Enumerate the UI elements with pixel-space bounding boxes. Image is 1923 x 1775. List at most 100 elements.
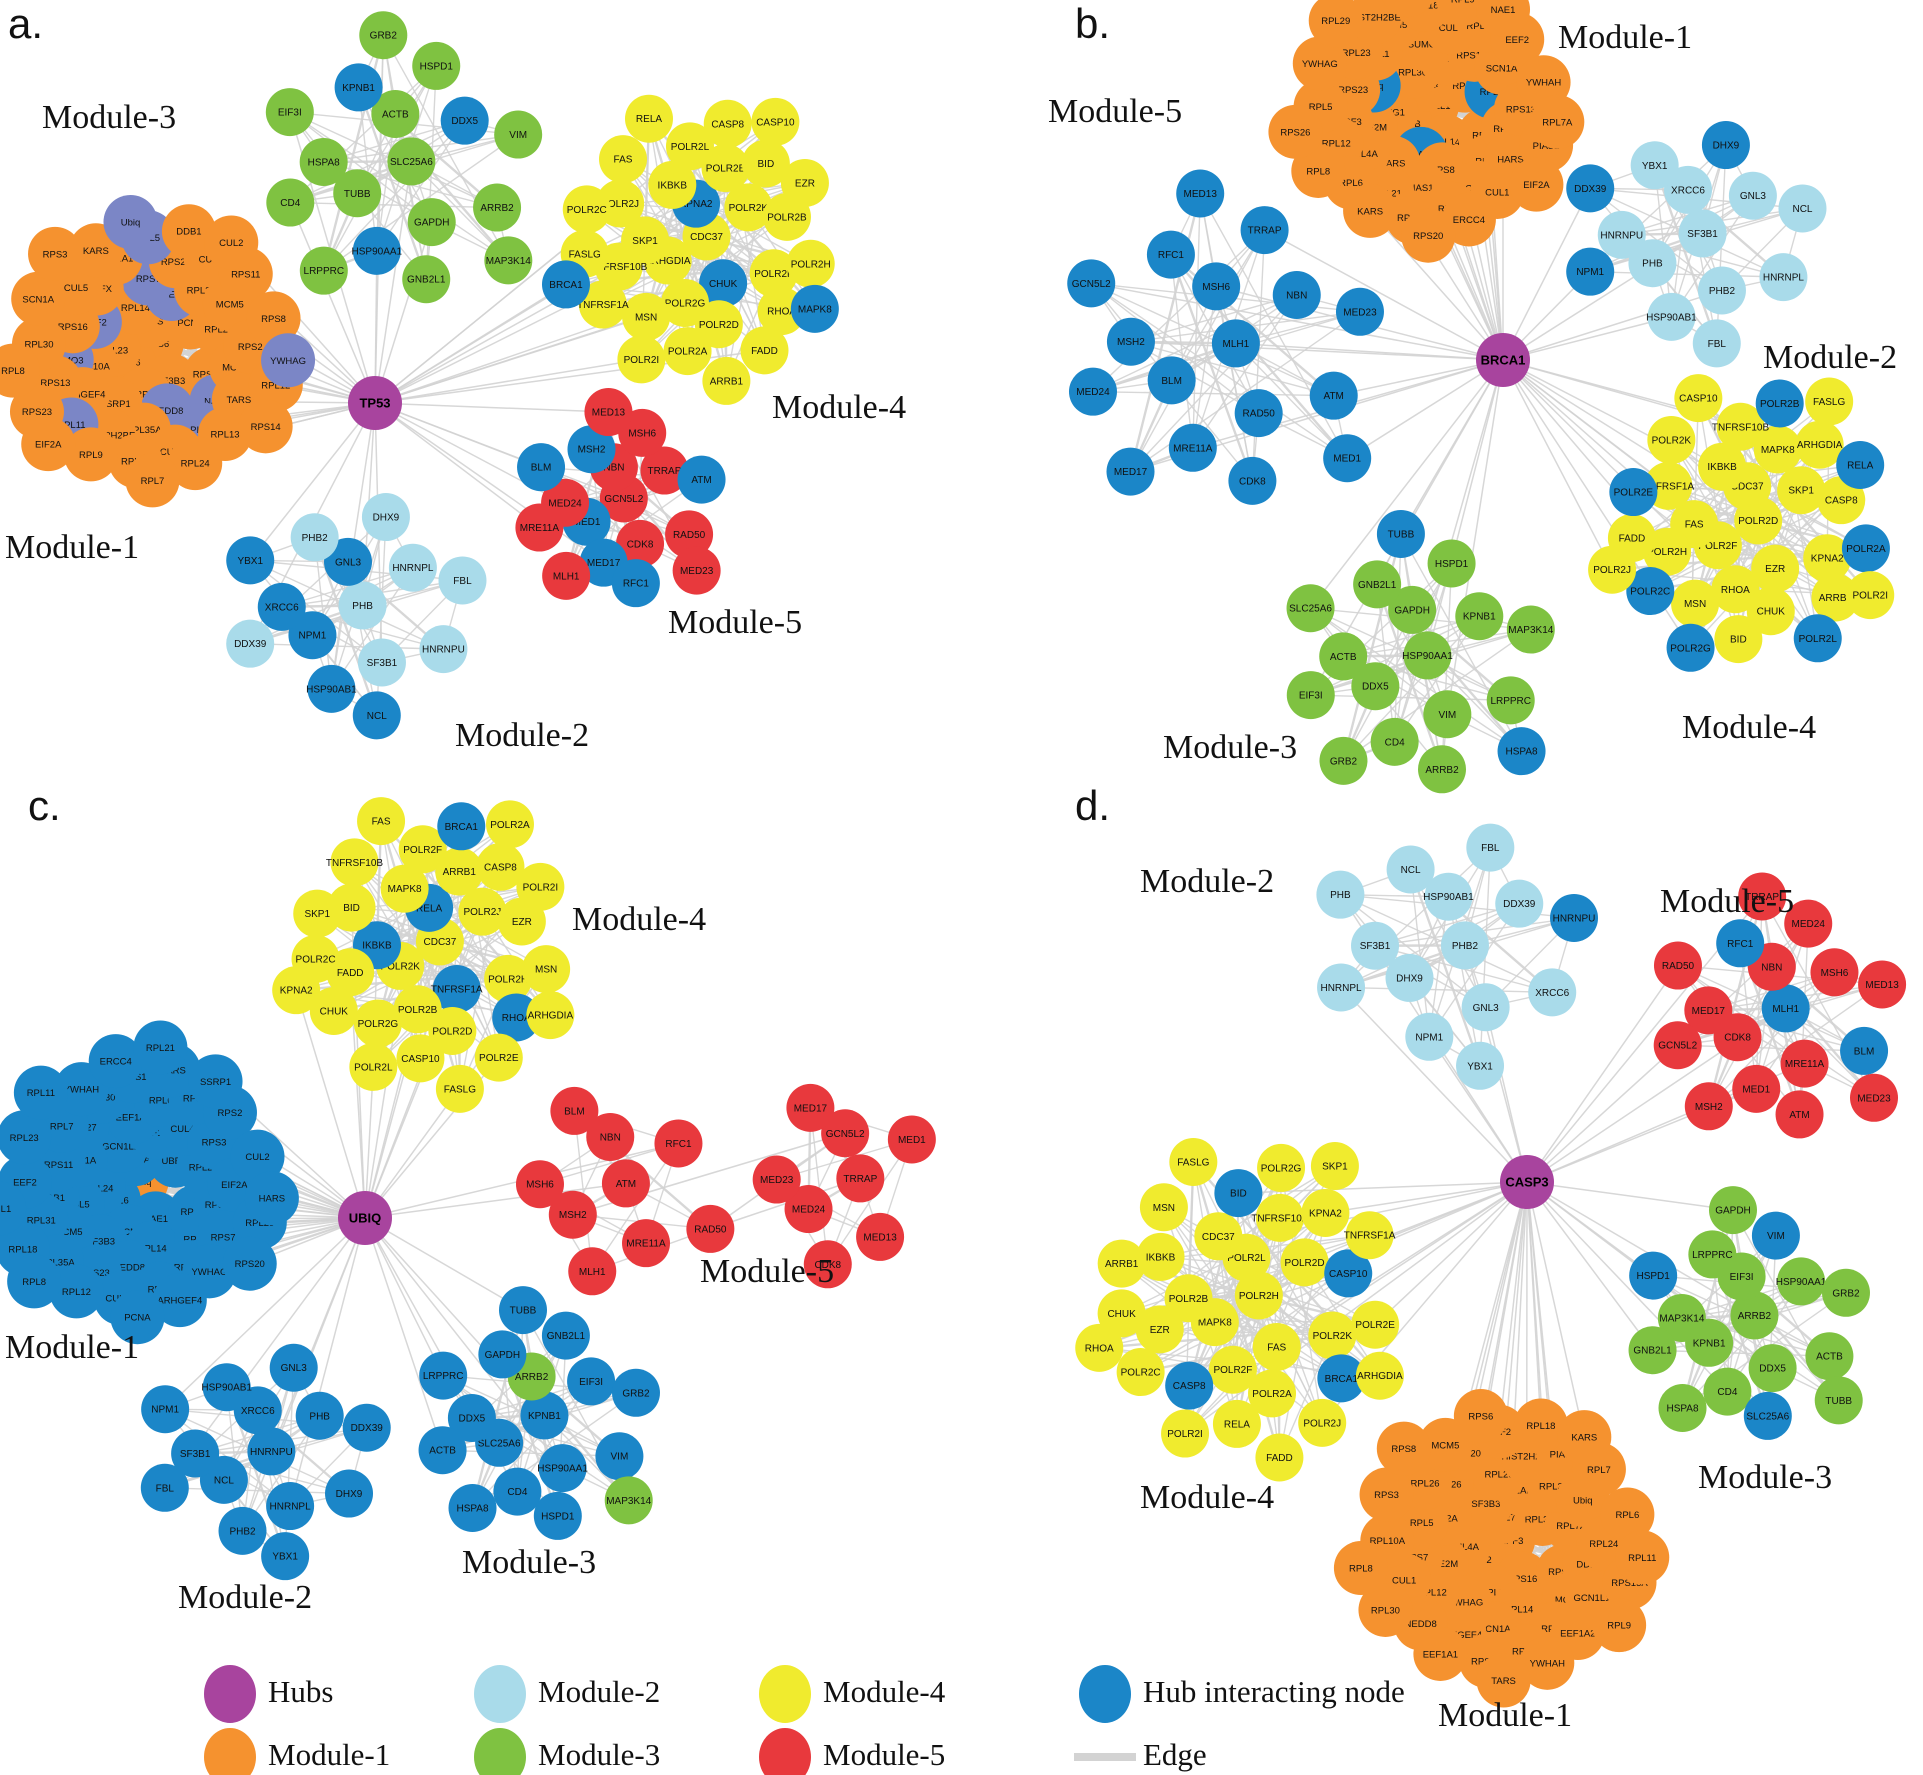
node-label: IKBKB [1146,1252,1176,1263]
node-kpna2: KPNA2 [1301,1188,1350,1237]
node-gapdh: GAPDH [1388,585,1437,634]
node-gapdh: GAPDH [478,1330,527,1379]
node-label: YBX1 [237,556,263,567]
node-ddb1: DDB1 [161,204,216,259]
node-dhx9: DHX9 [361,493,410,542]
node-polr2b: POLR2B [1755,379,1804,428]
node-label: TNFRSF10B [1712,422,1770,433]
node-label: TARS [1381,158,1406,169]
node-label: TRRAP [1248,226,1282,237]
node-label: HSP90AA1 [352,246,403,257]
node-label: RPS2 [218,1108,243,1119]
node-rad50: RAD50 [665,510,714,559]
node-label: POLR2A [1846,544,1886,555]
node-casp10: CASP10 [396,1034,445,1083]
node-label: PHB [352,601,373,612]
node-label: HSP90AB1 [306,684,357,695]
node-tnfrsf1a: TNFRSF1A [1344,1211,1396,1260]
node-mlh1: MLH1 [568,1247,617,1296]
node-label: DDX39 [234,639,267,650]
node-label: NEDD8 [113,1262,145,1273]
node-rps20: RPS20 [1401,208,1456,263]
hub-ubiq: UBIQ [338,1191,392,1245]
hub-brca1: BRCA1 [1476,333,1530,387]
node-nae1: NAE1 [1476,0,1531,37]
node-label: SKP1 [632,236,658,247]
node-label: RPS26 [1280,127,1310,138]
node-label: MED1 [1333,454,1361,465]
node-brca1: BRCA1 [1317,1354,1366,1403]
node-label: DHX9 [336,1489,363,1500]
node-chuk: CHUK [309,986,358,1035]
hubs-label: Hubs [268,1674,334,1709]
node-lrpprc: LRPPRC [419,1351,468,1400]
node-tubb: TUBB [333,169,382,218]
node-label: POLR2G [1261,1163,1302,1174]
node-hnrnpl: HNRNPL [266,1482,315,1531]
node-atm: ATM [677,455,726,504]
node-label: YBX1 [272,1552,298,1563]
node-label: RPL35A [1525,1514,1561,1525]
node-rpl10a: RPL10A [1382,0,1433,18]
node-rela: RELA [624,94,673,143]
node-rps26: RPS26 [1268,104,1323,159]
node-label: RPS16 [1507,1574,1537,1585]
hub-interacting-node-label: Hub interacting node [1143,1674,1405,1709]
node-label: POLR2J [601,199,639,210]
node-rpl9: RPL9 [1592,1598,1647,1653]
node-label: ACTB [1330,652,1357,663]
node-med23: MED23 [672,546,721,595]
node-label: HSP90AB1 [1646,312,1697,323]
node-label: PHB [1642,259,1663,270]
node-label: MED13 [863,1232,897,1243]
node-atm: ATM [1775,1090,1824,1139]
node-label: BID [1730,635,1747,646]
node-label: POLR2K [729,203,769,214]
nodes-panel-2: CDC37 POLR2K RELA TNFRSF1A IKBKB POLR2J POLR2B… [0,797,936,1616]
node-label: POLR2E [1355,1320,1395,1331]
node-label: POLR2J [463,907,501,918]
node-polr2e: POLR2E [701,144,750,193]
node-label: MRE11A [1785,1059,1825,1070]
node-label: FBL [156,1483,175,1494]
node-label: MED24 [548,498,582,509]
node-gnl3: GNL3 [324,537,373,586]
node-label: MED13 [1184,189,1218,200]
node-label: POLR2J [1303,1418,1341,1429]
node-gnl3: GNL3 [269,1343,318,1392]
node-brca1: BRCA1 [541,260,590,309]
node-label: DDX39 [1574,184,1607,195]
node-label: RPL6 [149,1096,173,1107]
node-label: RPL9 [1607,1621,1631,1632]
node-label: POLR2L [354,1062,393,1073]
node-label: MSH2 [1117,337,1145,348]
node-hnrnpu: HNRNPU [1550,893,1599,942]
node-label: RPL35A [126,425,162,436]
node-label: CD4 [507,1487,527,1498]
node-rfc1: RFC1 [611,559,660,608]
node-hspd1: HSPD1 [533,1491,582,1540]
node-faslg: FASLG [1805,377,1854,426]
node-label: RPS8 [261,314,286,325]
node-phb2: PHB2 [1697,266,1746,315]
node-polr2g: POLR2G [1257,1143,1306,1192]
node-tnfrsf1a: TNFRSF1A [431,965,483,1014]
node-label: HSP90AB1 [1423,892,1474,903]
node-label: RPS11 [231,269,260,280]
node-arhgdia: ARHGDIA [526,991,575,1040]
node-label: SF3B3 [86,1237,115,1248]
node-label: RPS20 [1413,231,1443,242]
node-label: RPL5 [1410,1518,1434,1529]
node-eif3i: EIF3I [1286,671,1335,720]
node-label: RPL12 [1322,139,1351,150]
node-label: RELA [416,903,442,914]
node-tnfrsf1a: TNFRSF1A [577,280,629,329]
node-hnrnpu: HNRNPU [419,625,468,674]
node-label: FADD [751,346,778,357]
module-label: Module-4 [1682,709,1816,746]
node-mre11a: MRE11A [622,1219,671,1268]
node-label: RPL23 [1342,48,1371,59]
node-label: ARHGDIA [1797,440,1843,451]
node-polr2k: POLR2K [1647,415,1696,464]
node-label: CUL5 [64,283,88,294]
